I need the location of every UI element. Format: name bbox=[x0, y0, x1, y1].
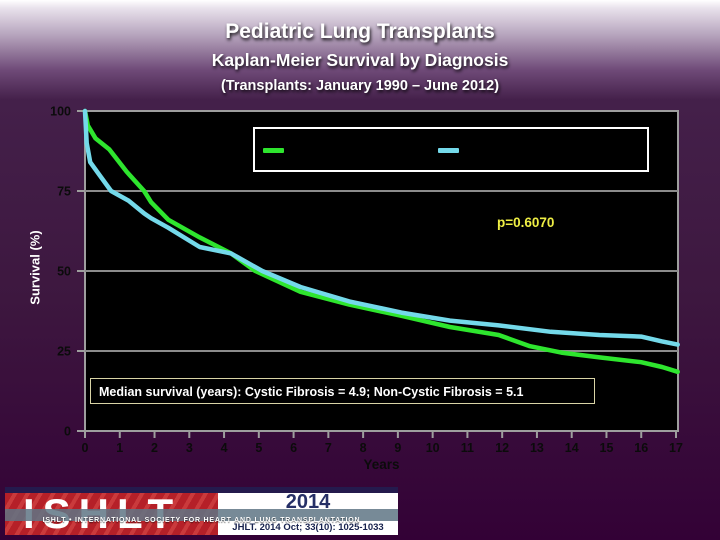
x-tick-label-13: 13 bbox=[530, 441, 544, 455]
legend-swatch-cystic-fibrosis bbox=[263, 148, 284, 153]
x-tick-label-0: 0 bbox=[82, 441, 89, 455]
x-tick-label-14: 14 bbox=[565, 441, 579, 455]
ishlt-logo: ISHLT 2014 ISHLT • INTERNATIONAL SOCIETY… bbox=[5, 487, 398, 535]
x-tick-label-7: 7 bbox=[325, 441, 332, 455]
y-tick-label-25: 25 bbox=[57, 345, 71, 359]
page-subtitle: Kaplan-Meier Survival by Diagnosis bbox=[211, 50, 509, 70]
median-survival-box: Median survival (years): Cystic Fibrosis… bbox=[90, 378, 595, 404]
x-tick-label-6: 6 bbox=[290, 441, 297, 455]
legend-box: Cystic Fibrosis Non-Cystic Fibrosis bbox=[253, 127, 649, 172]
logo-banner: ISHLT • INTERNATIONAL SOCIETY FOR HEART … bbox=[5, 509, 398, 524]
p-value-annotation: p=0.6070 bbox=[497, 215, 555, 230]
x-tick-label-17: 17 bbox=[669, 441, 683, 455]
page-title: Pediatric Lung Transplants bbox=[225, 20, 495, 43]
x-axis-label: Years bbox=[363, 457, 400, 472]
x-tick-label-16: 16 bbox=[634, 441, 648, 455]
x-tick-label-11: 11 bbox=[461, 441, 474, 455]
x-tick-label-10: 10 bbox=[426, 441, 440, 455]
legend-swatch-non-cystic-fibrosis bbox=[438, 148, 459, 153]
y-tick-label-50: 50 bbox=[57, 265, 71, 279]
x-tick-label-12: 12 bbox=[495, 441, 509, 455]
logo-navy-strip bbox=[5, 487, 398, 493]
date-range: (Transplants: January 1990 – June 2012) bbox=[220, 78, 500, 94]
x-tick-label-5: 5 bbox=[255, 441, 262, 455]
y-tick-label-100: 100 bbox=[50, 105, 71, 119]
x-tick-label-3: 3 bbox=[186, 441, 193, 455]
legend-label-non-cystic-fibrosis: Non-Cystic Fibrosis bbox=[466, 142, 580, 156]
series-line-non-cystic-fibrosis bbox=[82, 108, 680, 347]
x-tick-label-15: 15 bbox=[600, 441, 614, 455]
y-tick-label-75: 75 bbox=[57, 185, 71, 199]
legend-label-cystic-fibrosis: Cystic Fibrosis bbox=[291, 142, 378, 156]
x-tick-label-9: 9 bbox=[394, 441, 401, 455]
x-tick-label-4: 4 bbox=[221, 441, 228, 455]
series-line-cystic-fibrosis bbox=[82, 108, 680, 375]
x-tick-label-8: 8 bbox=[360, 441, 367, 455]
y-tick-label-0: 0 bbox=[64, 425, 71, 439]
x-tick-label-2: 2 bbox=[151, 441, 158, 455]
logo-banner-text: ISHLT • INTERNATIONAL SOCIETY FOR HEART … bbox=[42, 517, 361, 524]
journal-citation: JHLT. 2014 Oct; 33(10): 1025-1033 bbox=[232, 522, 384, 533]
x-tick-label-1: 1 bbox=[116, 441, 123, 455]
logo-year: 2014 bbox=[285, 491, 331, 513]
